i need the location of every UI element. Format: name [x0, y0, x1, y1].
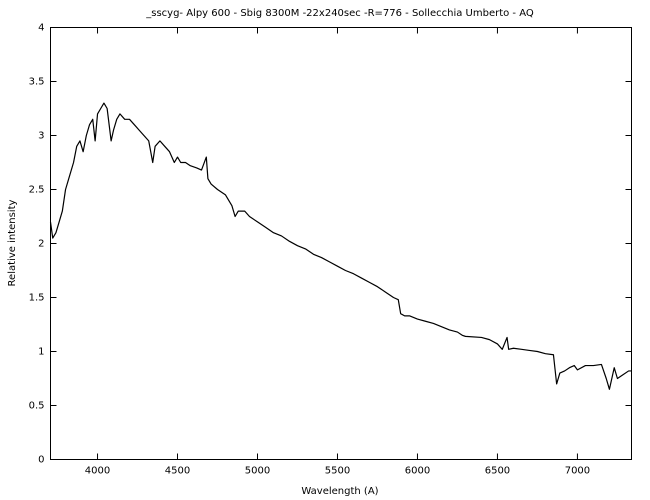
- y-tick-label: 2.5: [29, 185, 45, 196]
- plot-frame: [50, 27, 632, 460]
- x-tick-label: 5500: [325, 466, 350, 477]
- y-tick-label: 0: [38, 455, 44, 466]
- spectrum-line: [49, 102, 632, 390]
- x-tick-label: 4000: [85, 466, 110, 477]
- y-tick-label: 0.5: [29, 401, 45, 412]
- y-tick-label: 3: [38, 131, 44, 142]
- x-tick-label: 5000: [245, 466, 270, 477]
- chart-title: _sscyg- Alpy 600 - Sbig 8300M -22x240sec…: [145, 8, 534, 19]
- y-tick-label: 2: [38, 239, 44, 250]
- y-axis-label: Relative intensity: [7, 199, 18, 286]
- x-tick-label: 4500: [165, 466, 190, 477]
- x-tick-label: 6000: [405, 466, 430, 477]
- x-axis-label: Wavelength (A): [301, 486, 378, 497]
- x-tick-label: 6500: [485, 466, 510, 477]
- y-tick-label: 4: [38, 23, 44, 34]
- y-tick-label: 1: [38, 347, 44, 358]
- y-tick-label: 3.5: [29, 77, 45, 88]
- x-tick-label: 7000: [565, 466, 590, 477]
- y-tick-label: 1.5: [29, 293, 45, 304]
